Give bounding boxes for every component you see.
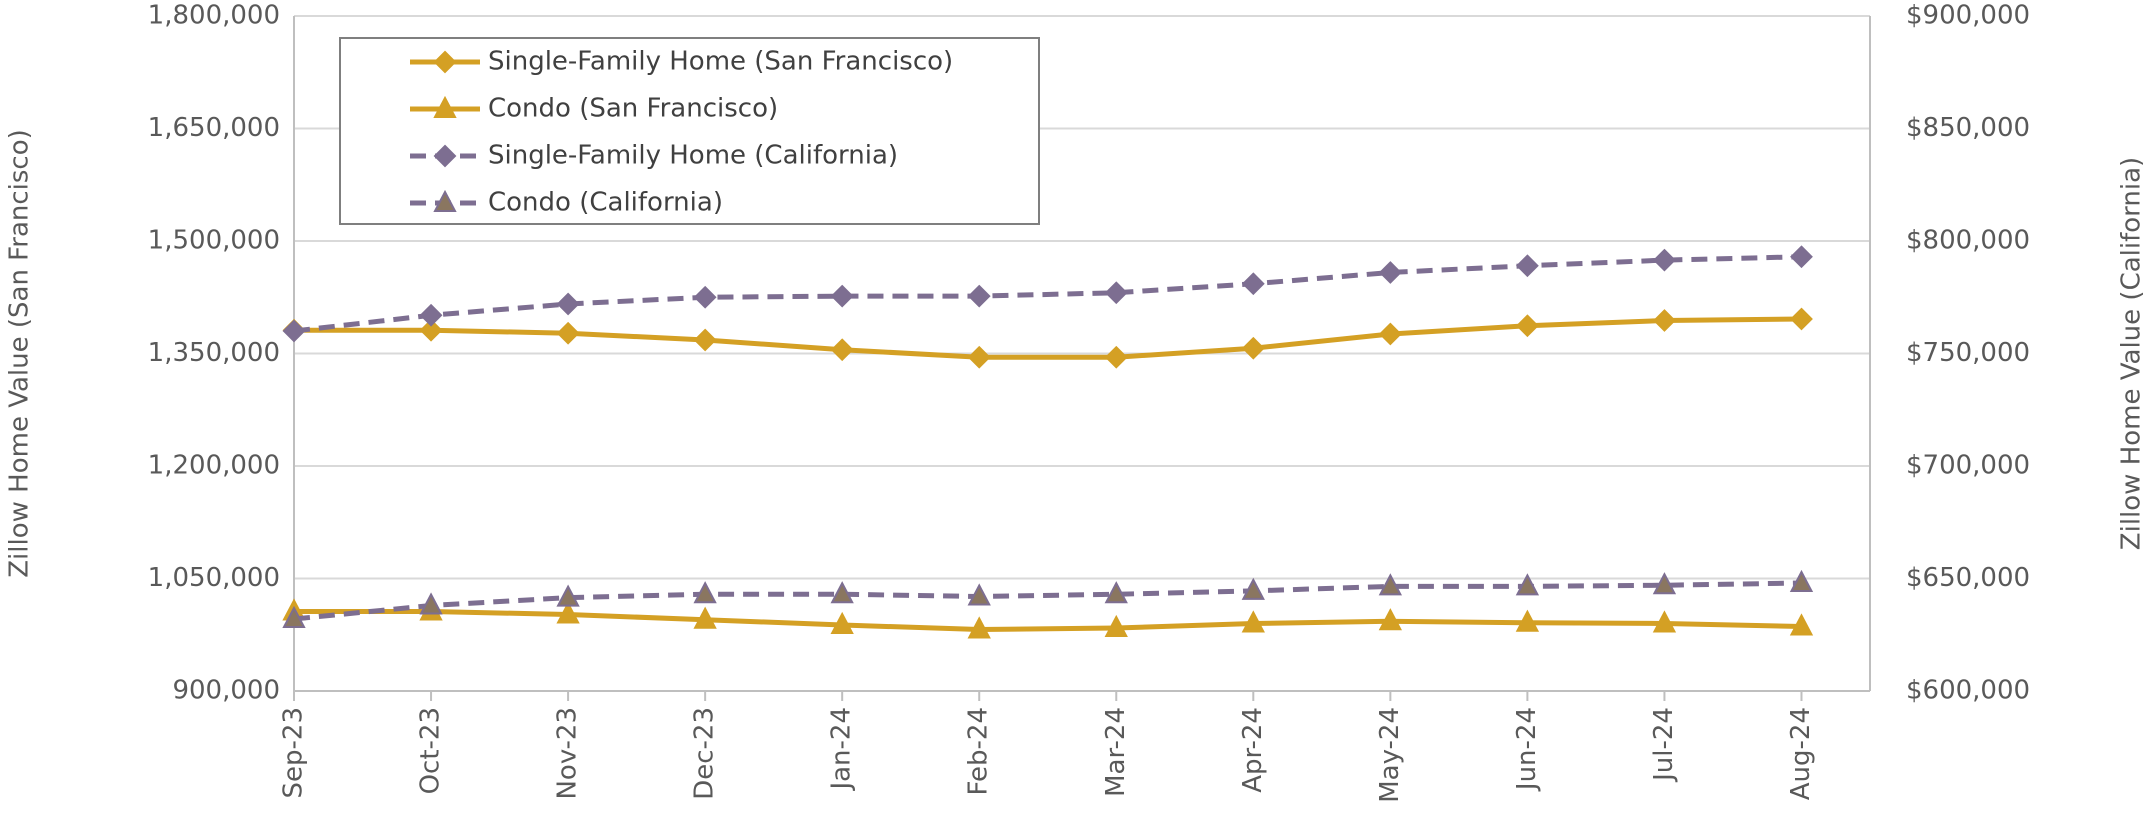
y-tick-label: 1,500,000 bbox=[148, 226, 280, 256]
data-point bbox=[1789, 569, 1814, 592]
data-point bbox=[693, 606, 717, 629]
y2-tick-label: $750,000 bbox=[1906, 338, 2030, 368]
legend-label: Single-Family Home (California) bbox=[488, 141, 898, 171]
data-point bbox=[967, 345, 991, 369]
x-tick-label: Jun-24 bbox=[1512, 707, 1542, 792]
data-point bbox=[1241, 577, 1265, 600]
data-point bbox=[693, 328, 717, 352]
data-point bbox=[556, 601, 580, 624]
data-point bbox=[1790, 307, 1813, 331]
data-point bbox=[693, 581, 717, 604]
data-point bbox=[1378, 322, 1402, 346]
data-point bbox=[1378, 573, 1403, 596]
data-point bbox=[1104, 581, 1128, 604]
legend-label: Single-Family Home (San Francisco) bbox=[488, 47, 953, 77]
series-line bbox=[294, 316, 1802, 360]
legend-marker bbox=[433, 50, 457, 74]
data-point bbox=[830, 611, 854, 634]
data-point bbox=[556, 321, 580, 345]
x-tick-label: Aug-24 bbox=[1786, 707, 1816, 800]
y-tick-label: 1,350,000 bbox=[148, 338, 280, 368]
data-point bbox=[693, 285, 717, 309]
data-point bbox=[1515, 314, 1539, 338]
data-point bbox=[1653, 248, 1676, 272]
data-point bbox=[1241, 272, 1265, 296]
data-point bbox=[1790, 245, 1813, 269]
y2-tick-label: $650,000 bbox=[1906, 563, 2030, 593]
legend-label: Condo (California) bbox=[488, 188, 723, 218]
data-point bbox=[1652, 610, 1677, 633]
data-point bbox=[1104, 345, 1128, 369]
x-tick-label: Jan-24 bbox=[827, 707, 857, 792]
data-point bbox=[1652, 572, 1677, 595]
y-tick-label: 1,200,000 bbox=[148, 451, 280, 481]
legend-marker bbox=[433, 144, 457, 168]
data-point bbox=[1515, 609, 1540, 632]
data-point bbox=[282, 319, 306, 343]
series-line bbox=[294, 609, 1802, 633]
legend-box bbox=[339, 37, 1040, 225]
data-point bbox=[967, 284, 991, 308]
legend-label: Condo (San Francisco) bbox=[488, 94, 778, 124]
y2-tick-label: $850,000 bbox=[1906, 113, 2030, 143]
y2-tick-label: $700,000 bbox=[1906, 451, 2030, 481]
data-point bbox=[556, 584, 580, 607]
data-point bbox=[1241, 610, 1265, 633]
y-tick-label: 1,800,000 bbox=[148, 1, 280, 31]
data-point bbox=[556, 292, 580, 316]
y2-tick-label: $800,000 bbox=[1906, 226, 2030, 256]
y-tick-label: 1,650,000 bbox=[148, 113, 280, 143]
x-tick-label: Apr-24 bbox=[1238, 707, 1268, 793]
x-tick-label: May-24 bbox=[1375, 707, 1405, 803]
data-point bbox=[830, 338, 854, 362]
data-point bbox=[282, 605, 306, 628]
data-point bbox=[419, 592, 443, 615]
data-point bbox=[1378, 261, 1402, 284]
data-point bbox=[1515, 573, 1540, 596]
series-line bbox=[293, 580, 1802, 622]
x-tick-label: Oct-23 bbox=[416, 707, 446, 794]
data-point bbox=[1789, 613, 1814, 636]
data-point bbox=[1104, 281, 1128, 305]
data-point bbox=[419, 318, 443, 342]
x-tick-label: Jul-24 bbox=[1649, 707, 1679, 783]
data-point bbox=[830, 284, 854, 308]
data-point bbox=[1378, 608, 1403, 631]
legend-marker bbox=[433, 95, 457, 118]
y-axis-title: Zillow Home Value (San Francisco) bbox=[5, 129, 35, 578]
y2-tick-label: $900,000 bbox=[1906, 1, 2030, 31]
y2-axis-title: Zillow Home Value (California) bbox=[2117, 157, 2147, 550]
x-tick-label: Feb-24 bbox=[964, 707, 994, 796]
data-point bbox=[967, 616, 991, 639]
y2-tick-label: $600,000 bbox=[1906, 676, 2030, 706]
x-tick-label: Dec-23 bbox=[690, 707, 720, 800]
series-line bbox=[293, 254, 1802, 334]
data-point bbox=[1653, 309, 1676, 332]
y-tick-label: 900,000 bbox=[172, 676, 280, 706]
x-tick-label: Nov-23 bbox=[553, 707, 583, 800]
legend-marker bbox=[433, 189, 457, 212]
data-point bbox=[967, 583, 991, 606]
x-tick-label: Mar-24 bbox=[1101, 707, 1131, 797]
x-tick-label: Sep-23 bbox=[279, 707, 309, 798]
data-point bbox=[1515, 254, 1539, 278]
data-point bbox=[1241, 336, 1265, 360]
y-tick-label: 1,050,000 bbox=[148, 563, 280, 593]
data-point bbox=[419, 303, 443, 327]
data-point bbox=[830, 581, 854, 604]
data-point bbox=[1104, 614, 1128, 637]
